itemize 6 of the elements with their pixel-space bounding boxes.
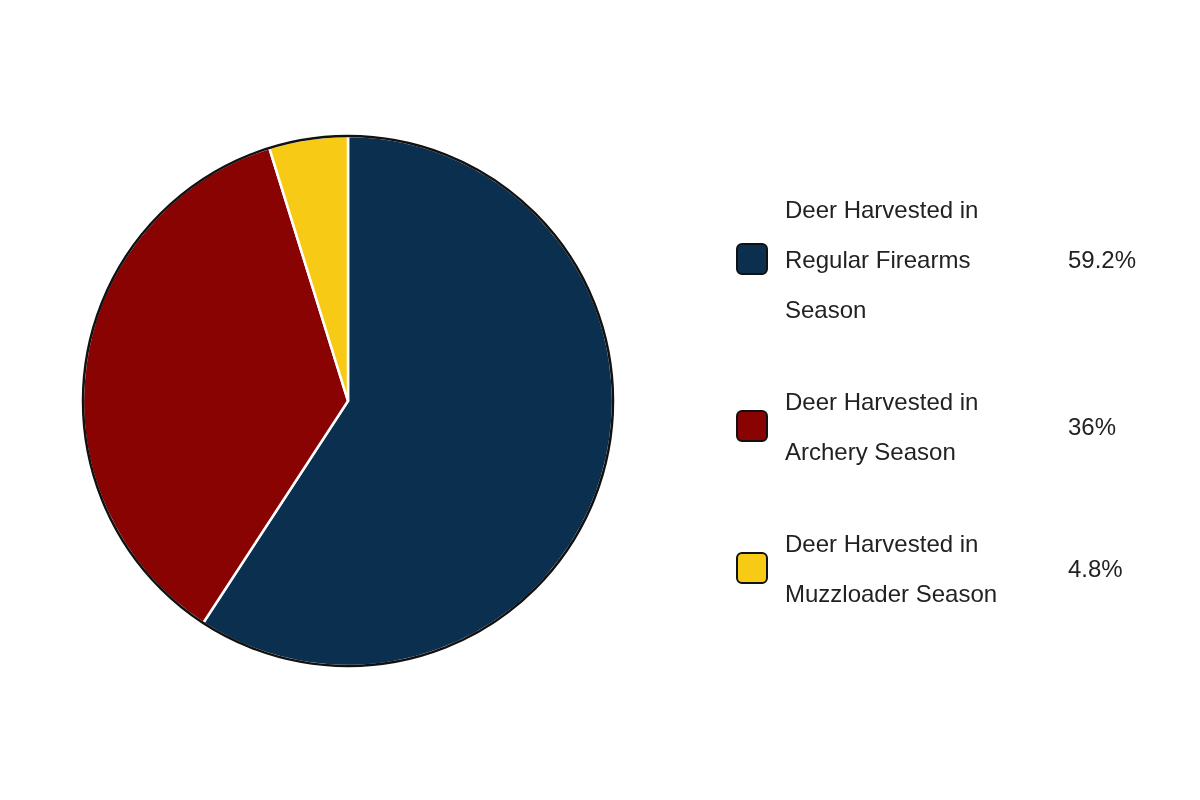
data-label: 36% <box>1068 412 1117 440</box>
data-label: 4.8% <box>1068 554 1123 582</box>
data-label: 59.2% <box>1068 245 1137 273</box>
legend-label: Deer Harvested in Archery Season <box>785 387 979 465</box>
legend-label: Deer Harvested in Regular Firearms Season <box>785 195 979 323</box>
legend-label: Deer Harvested in Muzzloader Season <box>785 529 998 607</box>
